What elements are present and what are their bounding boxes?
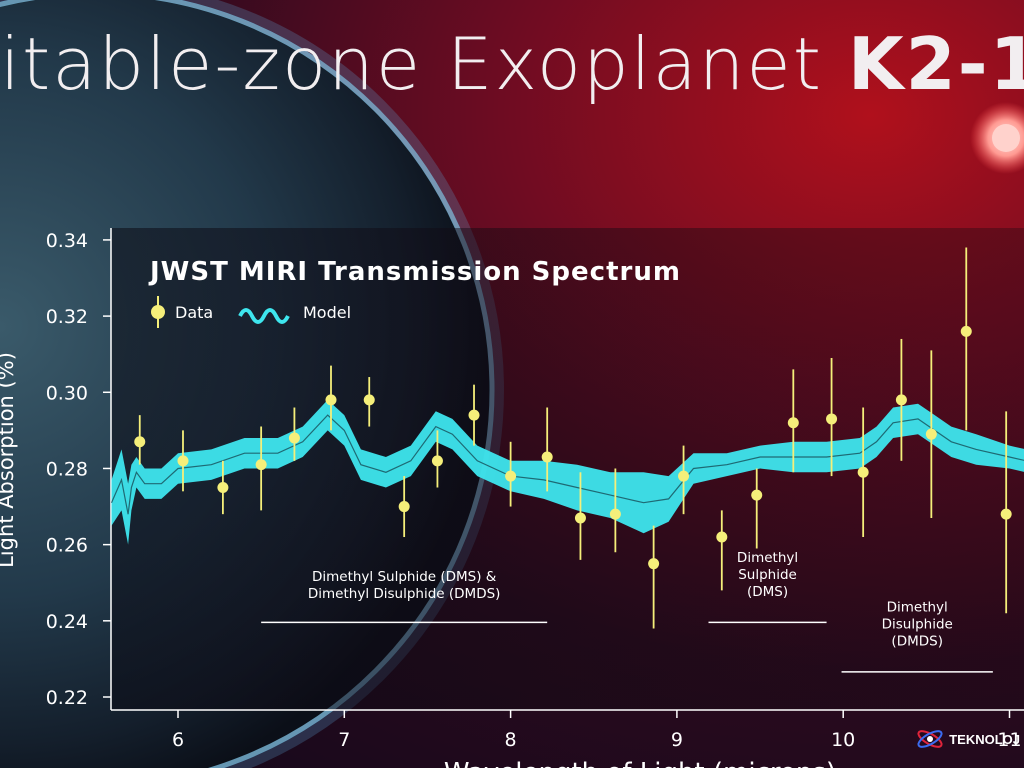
annotation-text: Disulphide [882,616,953,632]
y-tick-label: 0.28 [46,458,88,480]
model-band [111,399,1024,545]
data-point [857,466,869,478]
x-tick-label: 11 [997,729,1021,751]
legend-model-swatch [238,308,290,324]
x-tick-label: 8 [505,729,517,751]
y-tick-label: 0.22 [46,687,88,709]
headline-prefix: itable-zone Exoplanet [0,22,848,106]
x-tick-label: 7 [338,729,350,751]
data-point [325,394,337,406]
data-point [716,531,728,543]
x-tick-label: 6 [172,729,184,751]
legend-label-model: Model [303,303,351,322]
data-point [398,501,410,513]
annotation-0: Dimethyl Sulphide (DMS) &Dimethyl Disulp… [261,569,548,624]
annotation-text: Sulphide [738,567,797,583]
data-point [288,432,300,444]
data-point [895,394,907,406]
y-tick-label: 0.32 [46,306,88,328]
data-point [255,459,267,471]
data-point [648,558,660,570]
chart-title: JWST MIRI Transmission Spectrum [148,257,681,287]
data-point [134,436,146,448]
headline-container: itable-zone Exoplanet K2-1 [0,0,1024,110]
data-point [826,413,838,425]
data-point [574,512,586,524]
data-point [678,470,690,482]
data-point [960,325,972,337]
data-point [363,394,375,406]
annotation-text: Dimethyl Disulphide (DMDS) [308,586,501,602]
data-point [431,455,443,467]
data-point [505,470,517,482]
x-tick-label: 10 [831,729,855,751]
logo-text: TEKNOLOJ [949,731,1020,747]
data-point [787,417,799,429]
annotation-text: Dimethyl Sulphide (DMS) & [312,569,497,585]
data-point [468,409,480,421]
annotation-text: Dimethyl [737,550,798,566]
data-point [541,451,553,463]
y-tick-label: 0.34 [46,230,88,252]
atom-logo-icon [917,730,943,748]
data-point [751,489,763,501]
model-median-line [110,414,1024,515]
headline-target: K2-1 [847,22,1024,106]
plot-area: 0.22 0.24 0.26 0.28 0.30 0.32 0.34 6 7 8 9 10 11 Wave… [0,228,1024,768]
data-point [1000,508,1012,520]
x-tick-label: 9 [671,729,683,751]
legend: Data Model [151,296,351,328]
site-logo: TEKNOLOJ [915,724,1020,754]
y-axis-label: Light Absorption (%) [0,352,18,568]
y-tick-label: 0.26 [46,535,88,557]
headline: itable-zone Exoplanet K2-1 [0,22,1024,106]
y-tick-label: 0.24 [46,611,88,633]
annotation-text: (DMDS) [891,633,943,649]
legend-data-marker [151,305,165,319]
legend-label-data: Data [175,303,213,322]
data-point [609,508,621,520]
data-point [217,482,229,494]
data-point [177,455,189,467]
annotation-text: Dimethyl [887,599,948,615]
y-tick-label: 0.30 [46,382,88,404]
annotation-text: (DMS) [747,584,788,600]
x-axis-label: Wavelength of Light (microns) [444,758,836,768]
data-point [925,428,937,440]
host-star [992,124,1020,152]
